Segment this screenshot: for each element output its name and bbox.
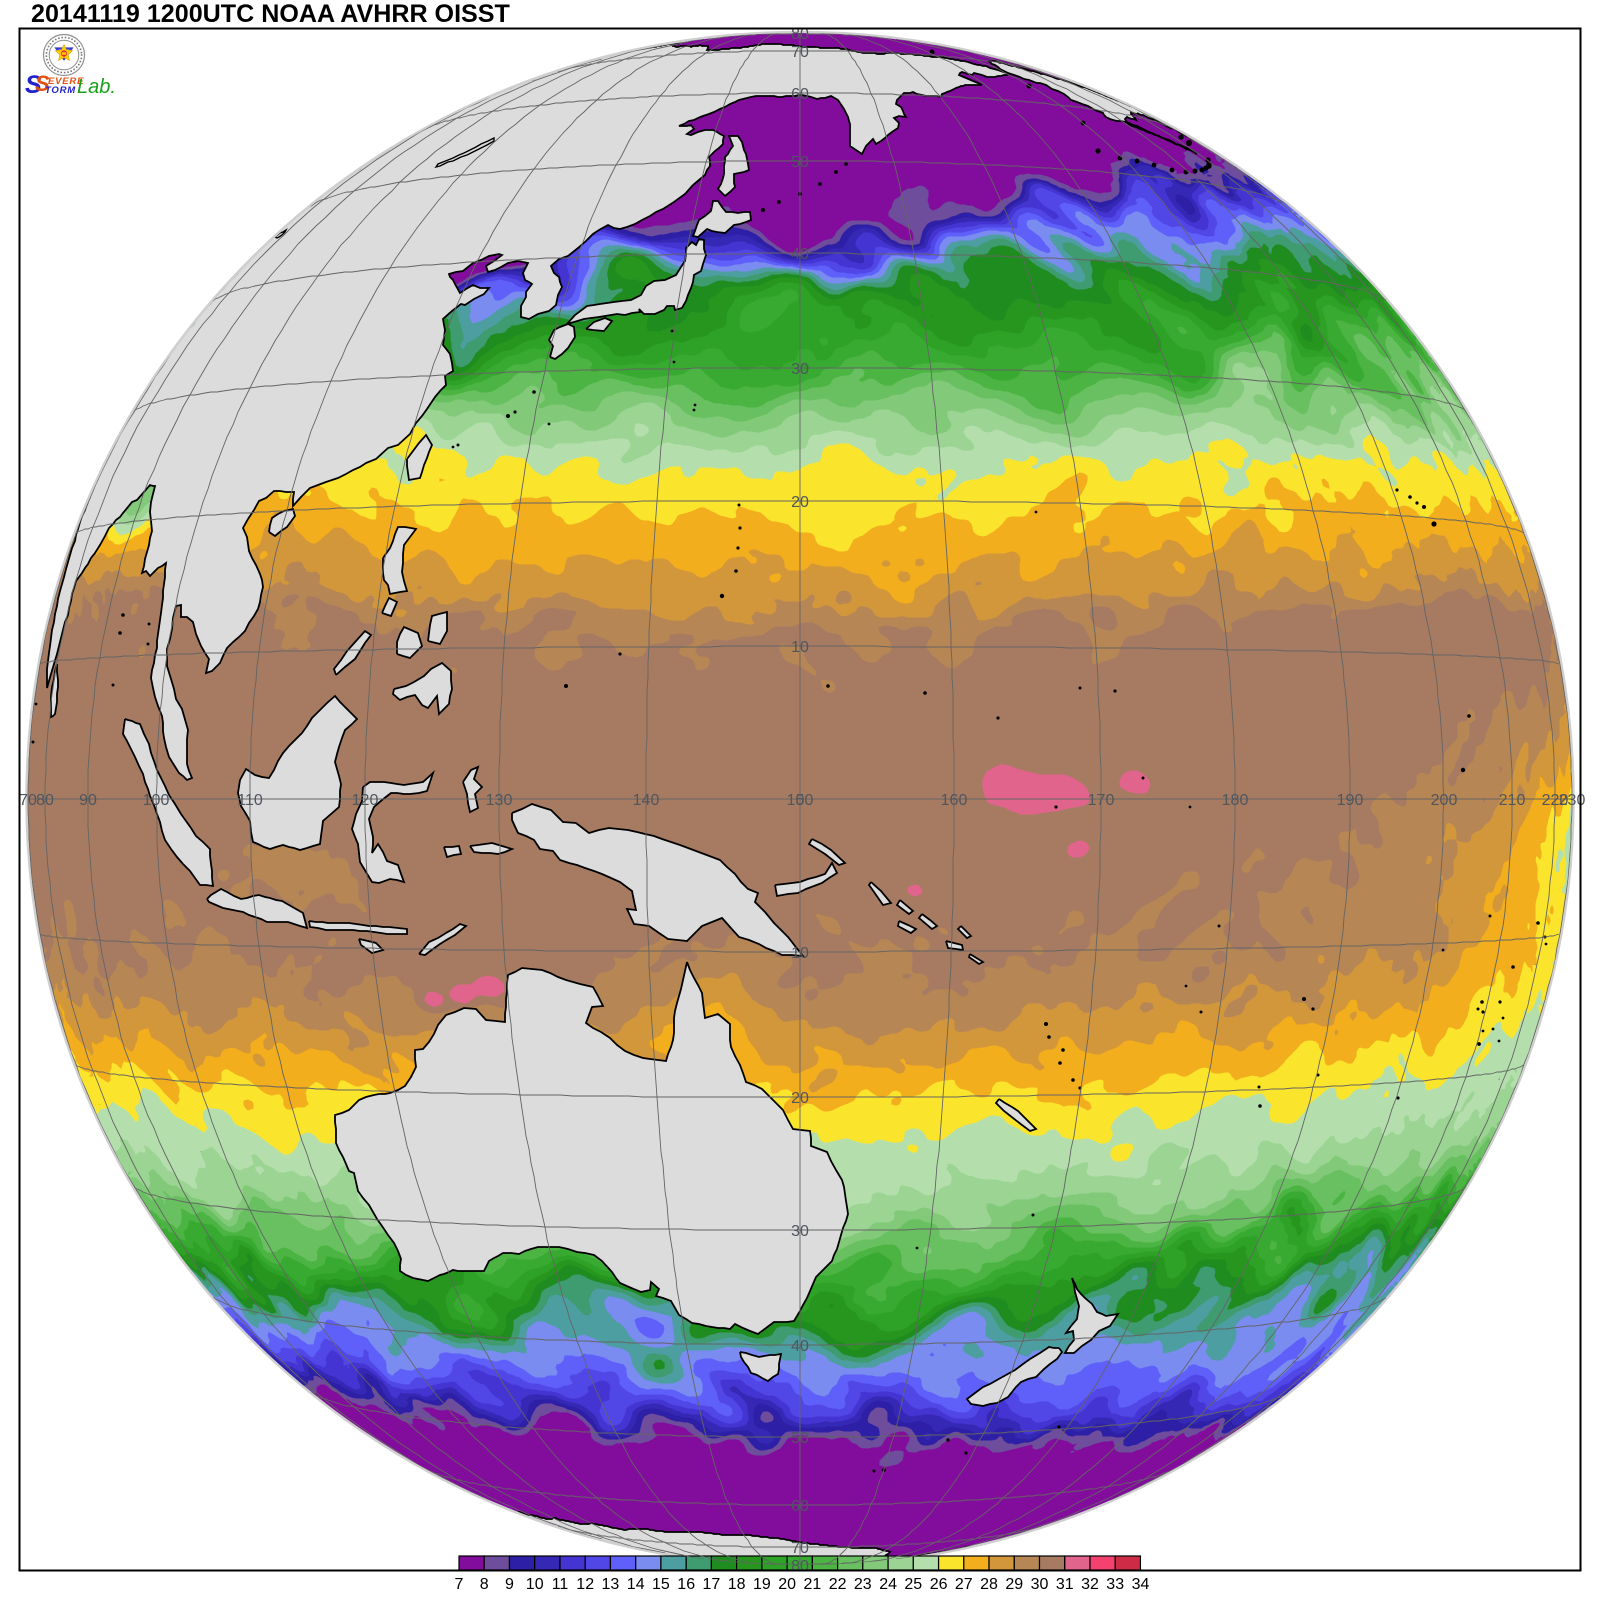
svg-text:60: 60 [791, 86, 809, 103]
svg-text:50: 50 [791, 1430, 809, 1447]
svg-text:70: 70 [791, 1540, 809, 1557]
svg-text:15: 15 [652, 1576, 670, 1593]
svg-text:16: 16 [677, 1576, 695, 1593]
svg-text:20141119 1200UTC NOAA AVHRR OI: 20141119 1200UTC NOAA AVHRR OISST [31, 0, 511, 28]
svg-text:80: 80 [36, 792, 54, 809]
svg-text:21: 21 [804, 1576, 822, 1593]
svg-text:20: 20 [791, 1090, 809, 1107]
svg-text:14: 14 [627, 1576, 645, 1593]
svg-text:170: 170 [1088, 792, 1115, 809]
svg-text:9: 9 [505, 1576, 514, 1593]
svg-text:90: 90 [79, 792, 97, 809]
svg-text:19: 19 [753, 1576, 771, 1593]
svg-text:140: 140 [633, 792, 660, 809]
svg-text:7: 7 [455, 1576, 464, 1593]
svg-text:20: 20 [791, 494, 809, 511]
svg-text:12: 12 [576, 1576, 594, 1593]
svg-text:150: 150 [787, 792, 814, 809]
svg-text:11: 11 [552, 1576, 569, 1593]
svg-text:32: 32 [1081, 1576, 1099, 1593]
svg-text:100: 100 [143, 792, 170, 809]
svg-text:190: 190 [1337, 792, 1364, 809]
svg-text:180: 180 [1222, 792, 1249, 809]
svg-text:TORM: TORM [45, 85, 76, 96]
svg-text:120: 120 [352, 792, 379, 809]
svg-text:27: 27 [955, 1576, 973, 1593]
svg-text:80: 80 [791, 1558, 809, 1575]
svg-text:30: 30 [791, 1223, 809, 1240]
svg-text:10: 10 [791, 945, 809, 962]
svg-text:30: 30 [1031, 1576, 1049, 1593]
svg-text:20: 20 [778, 1576, 796, 1593]
svg-text:110: 110 [237, 792, 263, 809]
svg-text:40: 40 [791, 1338, 809, 1355]
svg-text:S: S [35, 71, 50, 96]
svg-text:30: 30 [791, 361, 809, 378]
svg-text:70: 70 [791, 44, 809, 61]
svg-text:130: 130 [486, 792, 513, 809]
svg-text:Lab.: Lab. [77, 76, 116, 98]
svg-text:25: 25 [904, 1576, 922, 1593]
svg-text:S: S [25, 71, 42, 99]
svg-text:10: 10 [791, 639, 809, 656]
svg-text:220: 220 [1542, 792, 1569, 809]
svg-text:60: 60 [791, 1498, 809, 1515]
svg-text:50: 50 [791, 154, 809, 171]
svg-text:33: 33 [1106, 1576, 1124, 1593]
svg-text:26: 26 [930, 1576, 948, 1593]
svg-text:17: 17 [703, 1576, 721, 1593]
svg-text:0: 0 [796, 792, 805, 809]
svg-text:31: 31 [1056, 1576, 1074, 1593]
svg-text:210: 210 [1499, 792, 1526, 809]
svg-text:18: 18 [728, 1576, 746, 1593]
svg-text:22: 22 [829, 1576, 847, 1593]
svg-text:230: 230 [1559, 792, 1586, 809]
svg-text:80: 80 [791, 26, 809, 43]
svg-text:8: 8 [480, 1576, 489, 1593]
svg-text:EVERE: EVERE [48, 76, 84, 87]
svg-text:34: 34 [1132, 1576, 1150, 1593]
svg-text:28: 28 [980, 1576, 998, 1593]
svg-text:160: 160 [941, 792, 968, 809]
svg-text:40: 40 [791, 246, 809, 263]
svg-text:13: 13 [602, 1576, 620, 1593]
svg-text:10: 10 [526, 1576, 544, 1593]
svg-text:23: 23 [854, 1576, 872, 1593]
svg-text:24: 24 [879, 1576, 897, 1593]
svg-text:29: 29 [1005, 1576, 1023, 1593]
svg-text:70: 70 [19, 792, 37, 809]
svg-text:200: 200 [1431, 792, 1458, 809]
